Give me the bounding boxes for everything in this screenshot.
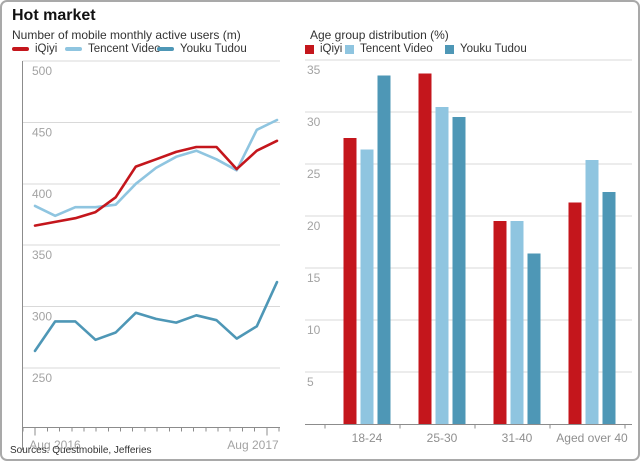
bar-chart-ytick-label: 30 xyxy=(307,115,321,129)
bar-tencent-video-31-40 xyxy=(510,221,524,424)
bar-chart-category-label: 25-30 xyxy=(427,431,458,445)
bar-chart-ytick-label: 35 xyxy=(307,63,321,77)
legend-label: Youku Tudou xyxy=(460,43,527,55)
bar-chart-legend-item-iqiyi: iQiyi xyxy=(305,42,342,56)
bar-chart-ytick-label: 5 xyxy=(307,375,314,389)
bar-tencent-video-25-30 xyxy=(435,106,449,425)
legend-label: iQiyi xyxy=(320,43,343,55)
bar-youku-tudou-18-24 xyxy=(377,75,391,424)
line-series-tencent-video xyxy=(33,118,279,218)
bar-youku-tudou-25-30 xyxy=(452,117,466,424)
page-title: Hot market xyxy=(12,7,96,24)
bar-chart-category-label: 31-40 xyxy=(502,431,533,445)
chart-legends: iQiyi Tencent Video Youku Tudou iQiyi Tencen… xyxy=(2,42,638,56)
line-chart-title: Number of mobile monthly active users (m… xyxy=(12,28,241,42)
legend-swatch-icon xyxy=(345,44,354,54)
legend-swatch-icon xyxy=(305,44,314,54)
legend-label: Tencent Video xyxy=(88,43,161,55)
bar-chart-ytick-label: 10 xyxy=(307,323,321,337)
legend-label: Tencent Video xyxy=(360,43,433,55)
bar-chart-category-label: 18-24 xyxy=(352,431,383,445)
line-chart-legend-item-iqiyi: iQiyi xyxy=(12,42,57,56)
bar-chart-ytick-label: 25 xyxy=(307,167,321,181)
bar-iqiyi-25-30 xyxy=(418,73,432,424)
line-chart-ytick-label: 300 xyxy=(32,310,52,324)
legend-label: Youku Tudou xyxy=(180,43,247,55)
bar-iqiyi-aged-over-40 xyxy=(568,202,582,424)
legend-swatch-icon xyxy=(445,44,454,54)
legend-label: iQiyi xyxy=(35,43,58,55)
bar-chart-title: Age group distribution (%) xyxy=(310,28,449,42)
legend-swatch-icon xyxy=(65,47,82,51)
line-series-youku-tudou xyxy=(33,280,279,353)
line-chart-ytick-label: 500 xyxy=(32,64,52,78)
bar-chart-legend-item-youku-tudou: Youku Tudou xyxy=(445,42,527,56)
line-series-iqiyi xyxy=(33,139,279,227)
bar-youku-tudou-aged-over-40 xyxy=(602,192,616,424)
bar-iqiyi-31-40 xyxy=(493,221,507,424)
bar-chart-category-label: Aged over 40 xyxy=(556,431,628,445)
line-chart-ytick-label: 250 xyxy=(32,371,52,385)
line-chart-ytick-label: 350 xyxy=(32,248,52,262)
bar-chart-ytick-label: 20 xyxy=(307,219,321,233)
legend-swatch-icon xyxy=(157,47,174,51)
bar-tencent-video-18-24 xyxy=(360,149,374,424)
source-note: Sources: Questmobile, Jefferies xyxy=(10,445,152,456)
line-chart-legend-item-tencent-video: Tencent Video xyxy=(65,42,161,56)
bar-chart-legend-item-tencent-video: Tencent Video xyxy=(345,42,433,56)
line-chart-legend-item-youku-tudou: Youku Tudou xyxy=(157,42,247,56)
legend-swatch-icon xyxy=(12,47,29,51)
line-chart-ytick-label: 450 xyxy=(32,125,52,139)
bar-chart-ytick-label: 15 xyxy=(307,271,321,285)
line-chart-xlabel-start: Aug 2016 xyxy=(29,438,81,452)
line-chart-ytick-label: 400 xyxy=(32,187,52,201)
bar-iqiyi-18-24 xyxy=(343,138,357,424)
bar-youku-tudou-31-40 xyxy=(527,253,541,424)
bar-tencent-video-aged-over-40 xyxy=(585,159,599,425)
line-chart-xlabel-end: Aug 2017 xyxy=(227,438,279,452)
